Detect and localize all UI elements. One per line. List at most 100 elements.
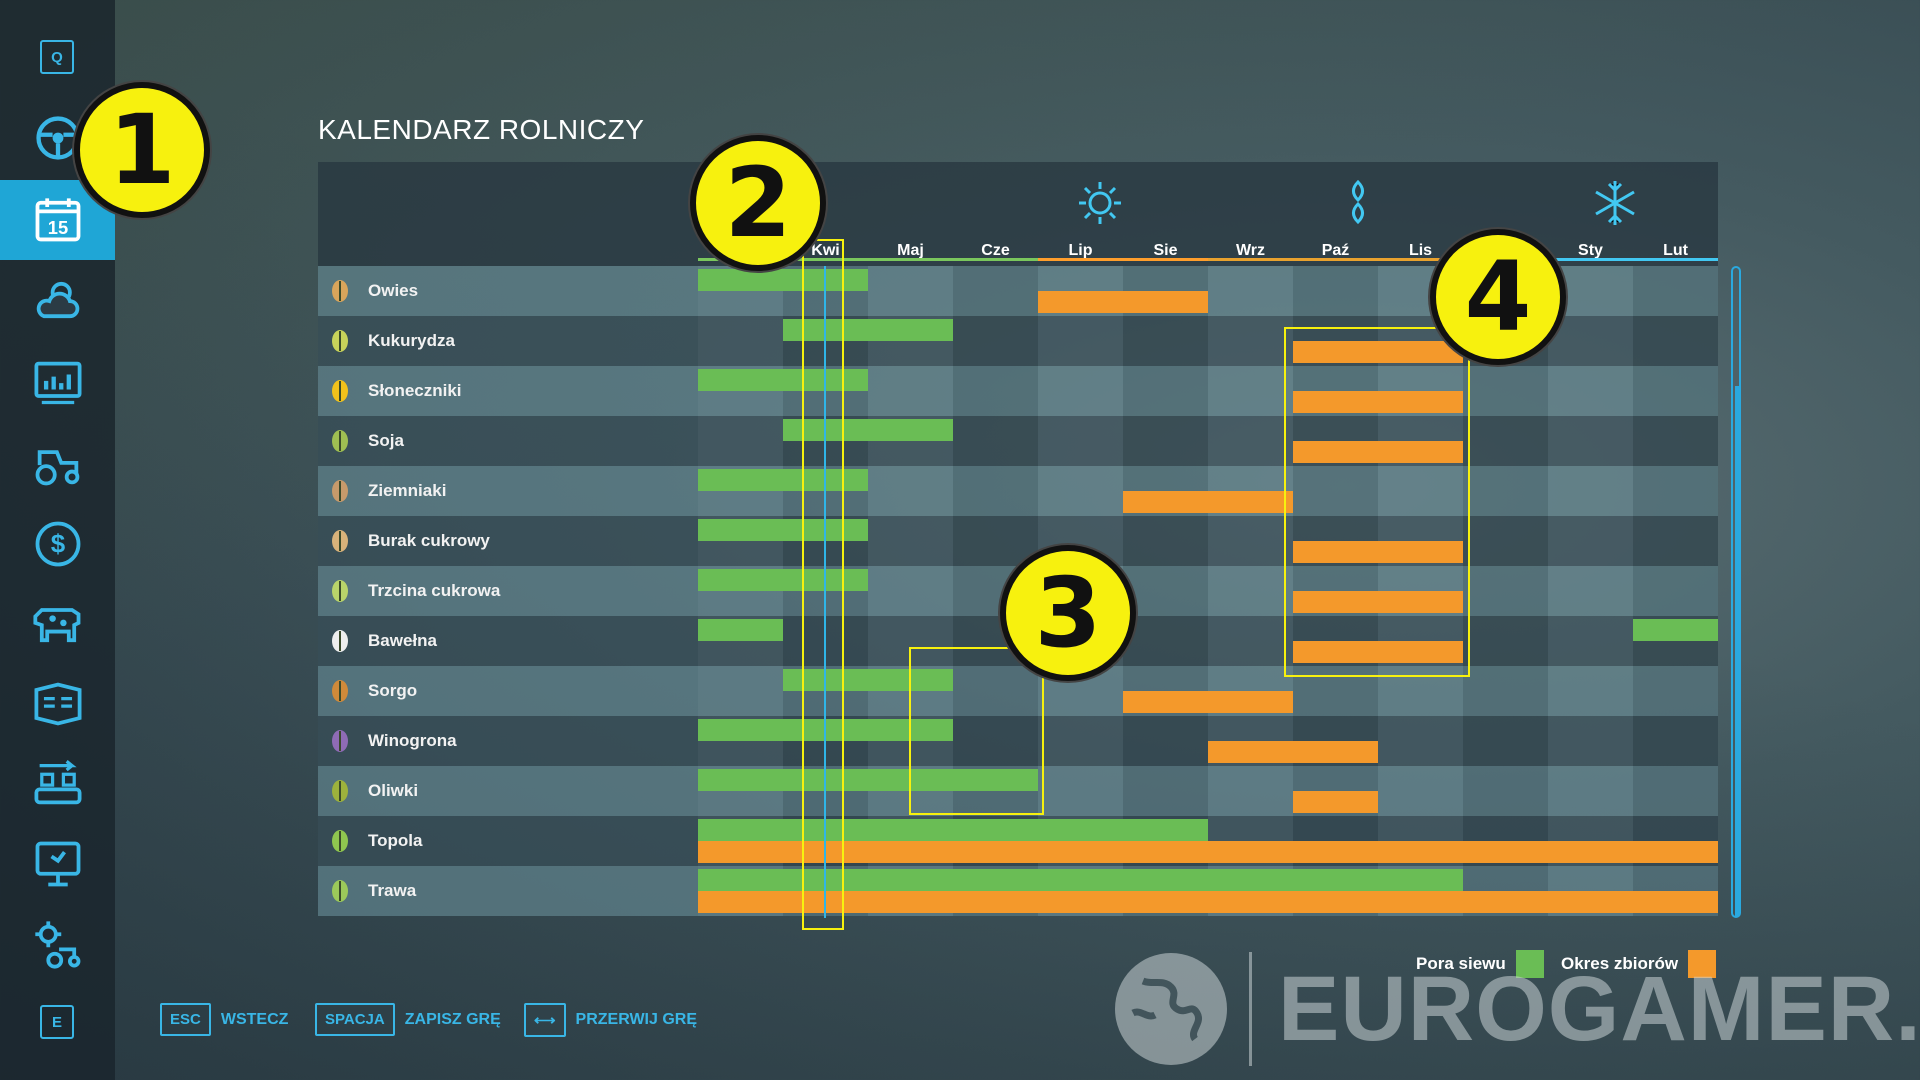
month-Lut: Lut (1663, 242, 1688, 259)
month-cell (1463, 566, 1548, 616)
watermark-text: EUROGAMER.pl (1278, 957, 1920, 1060)
autumn-leaves-icon (1352, 179, 1364, 225)
month-cell (1633, 366, 1718, 416)
month-cell (1633, 466, 1718, 516)
sidebar-item-statistics[interactable] (0, 344, 115, 420)
harvest-period-bar (1123, 691, 1293, 713)
month-cell (1548, 716, 1633, 766)
month-cell (1548, 366, 1633, 416)
sidebar-item-production[interactable] (0, 746, 115, 822)
sidebar-item-settings[interactable] (0, 906, 115, 982)
crop-row[interactable]: Topola (318, 816, 1718, 866)
month-cell (1463, 366, 1548, 416)
season-summer-bar (1038, 258, 1208, 261)
save-game-button[interactable]: SPACJA ZAPISZ GRĘ (315, 1003, 501, 1036)
month-cell (1123, 416, 1208, 466)
highlight-sowing-window (909, 647, 1044, 815)
sowing-period-bar (698, 819, 1208, 841)
sidebar-item-contracts[interactable] (0, 666, 115, 742)
crop-row[interactable]: Sorgo (318, 666, 1718, 716)
sidebar-item-weather[interactable] (0, 262, 115, 338)
month-cell (1463, 666, 1548, 716)
month-cell (953, 466, 1038, 516)
back-label: WSTECZ (220, 1010, 289, 1028)
finance-icon: $ (35, 521, 80, 567)
crop-row[interactable]: Winogrona (318, 716, 1718, 766)
month-cell (1548, 416, 1633, 466)
month-cell (1633, 766, 1718, 816)
month-Maj: Maj (897, 242, 924, 259)
month-cell (1038, 366, 1123, 416)
harvest-period-bar (698, 841, 1718, 863)
month-cell (868, 516, 953, 566)
legend-harvest-swatch (1688, 950, 1717, 978)
month-Kwi: Kwi (811, 242, 840, 259)
month-cell (1208, 566, 1293, 616)
month-cell (1463, 466, 1548, 516)
month-cell (1038, 416, 1123, 466)
crop-name: Trawa (368, 881, 417, 900)
crop-name: Owies (368, 281, 419, 300)
production-icon (34, 760, 81, 805)
save-key: SPACJA (315, 1003, 395, 1036)
annotation-1: 1 (74, 82, 210, 218)
month-cell (1293, 266, 1378, 316)
pause-game-button[interactable]: ⟷ PRZERWIJ GRĘ (524, 1003, 697, 1037)
month-cell (698, 316, 783, 366)
crop-label: Soja (318, 416, 698, 466)
month-cell (1378, 666, 1463, 716)
month-cell (1633, 266, 1718, 316)
sowing-period-bar (698, 869, 1463, 891)
month-cell (1633, 316, 1718, 366)
month-Sie: Sie (1153, 242, 1178, 259)
crop-row[interactable]: Ziemniaki (318, 466, 1718, 516)
sidebar-item-help[interactable] (0, 826, 115, 902)
month-Lip: Lip (1068, 242, 1093, 259)
month-cell (1123, 616, 1208, 666)
harvest-period-bar (1293, 641, 1463, 663)
key-q[interactable]: Q (40, 40, 74, 74)
crop-row[interactable]: Oliwki (318, 766, 1718, 816)
month-cell (1123, 516, 1208, 566)
month-cell (1548, 466, 1633, 516)
harvest-period-bar (1038, 291, 1208, 313)
key-e[interactable]: E (40, 1005, 74, 1039)
month-cell (1038, 716, 1123, 766)
pause-label: PRZERWIJ GRĘ (575, 1011, 698, 1028)
crop-row[interactable]: Słoneczniki (318, 366, 1718, 416)
winter-snowflake-icon (1595, 181, 1635, 225)
cotton-icon (324, 625, 356, 657)
globe-icon (1115, 953, 1227, 1065)
back-key: ESC (160, 1003, 211, 1036)
month-cell (953, 366, 1038, 416)
scrollbar[interactable] (1731, 266, 1741, 918)
month-cell (1633, 416, 1718, 466)
crop-label: Słoneczniki (318, 366, 698, 416)
crop-name: Sorgo (368, 681, 418, 700)
potato-icon (324, 475, 356, 507)
month-cell (1548, 566, 1633, 616)
crop-name: Kukurydza (368, 331, 455, 350)
month-cell (1208, 416, 1293, 466)
crop-row[interactable]: Trawa (318, 866, 1718, 916)
crop-row[interactable]: Burak cukrowy (318, 516, 1718, 566)
sidebar-item-finance[interactable]: $ (0, 506, 115, 582)
sowing-period-bar (698, 769, 1038, 791)
sowing-period-bar (1633, 619, 1718, 641)
sidebar-item-vehicles[interactable] (0, 426, 115, 502)
month-Sty: Sty (1578, 242, 1603, 259)
harvest-period-bar (1293, 441, 1463, 463)
watermark-separator (1249, 952, 1252, 1066)
season-winter-bar (1463, 258, 1718, 261)
season-autumn-bar (1208, 258, 1463, 261)
sidebar-item-steering[interactable] (0, 100, 115, 176)
sidebar-item-animals[interactable] (0, 586, 115, 662)
svg-text:15: 15 (47, 217, 67, 238)
month-cell (1378, 466, 1463, 516)
crop-row[interactable]: Soja (318, 416, 1718, 466)
month-cell (1463, 766, 1548, 816)
back-button[interactable]: ESC WSTECZ (160, 1003, 288, 1036)
statistics-icon (34, 361, 81, 405)
scrollbar-thumb[interactable] (1735, 386, 1739, 916)
crop-name: Burak cukrowy (368, 531, 490, 550)
